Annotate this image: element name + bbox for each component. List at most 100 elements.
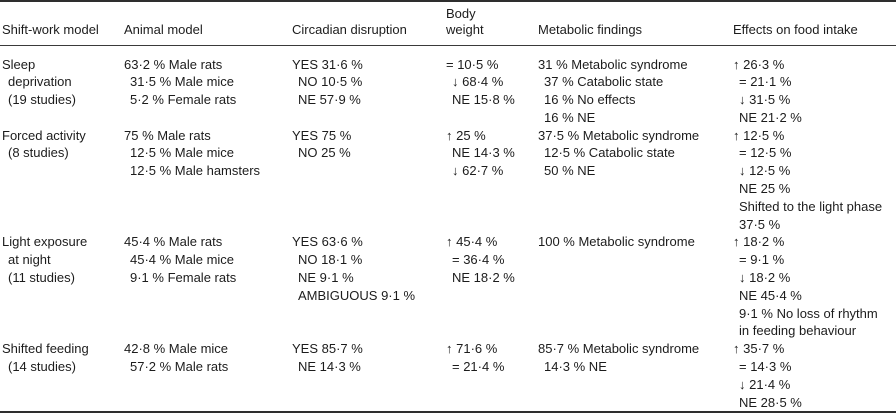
- cell-line: (8 studies): [8, 145, 69, 161]
- cell-line: deprivation: [8, 74, 72, 90]
- cell-line: Shifted feeding: [2, 341, 89, 357]
- col-header-label: Body: [446, 5, 476, 21]
- cell-line: NE 25 %: [739, 181, 791, 197]
- cell-line: NO 10·5 %: [298, 74, 363, 90]
- cell-line: = 21·1 %: [739, 74, 792, 90]
- col-header-effects-on-food-intake: Effects on food intake: [731, 1, 896, 46]
- cell-line: = 12·5 %: [739, 145, 792, 161]
- cell-line: 45·4 % Male mice: [130, 252, 235, 268]
- cell-line: 63·2 % Male rats: [124, 56, 223, 72]
- cell-line: = 10·5 %: [446, 56, 499, 72]
- cell-line: Sleep: [2, 56, 36, 72]
- col-header-label: Metabolic findings: [538, 21, 643, 37]
- cell-line: YES 31·6 %: [292, 56, 363, 72]
- cell-circadian-disruption: YES 63·6 % NO 18·1 % NE 9·1 % AMBIGUOUS 9·1…: [290, 233, 444, 340]
- table-row: Shifted feeding (14 studies) 42·8 % Male m…: [0, 340, 896, 412]
- cell-animal-model: 45·4 % Male rats 45·4 % Male mice 9·1 % Fe…: [122, 233, 290, 340]
- cell-animal-model: 63·2 % Male rats 31·5 % Male mice 5·2 % Fe…: [122, 45, 290, 127]
- cell-animal-model: 75 % Male rats 12·5 % Male mice 12·5 % Mal…: [122, 127, 290, 234]
- cell-effects-on-food-intake: ↑ 35·7 % = 14·3 % ↓ 21·4 % NE 28·5 %: [731, 340, 896, 412]
- cell-line: NE 28·5 %: [739, 394, 802, 410]
- cell-body-weight: ↑ 71·6 % = 21·4 %: [444, 340, 536, 412]
- cell-line: 9·1 % No loss of rhythm: [739, 305, 878, 321]
- cell-line: NO 25 %: [298, 145, 351, 161]
- col-header-metabolic-findings: Metabolic findings: [536, 1, 731, 46]
- cell-line: ↑ 25 %: [446, 127, 486, 143]
- cell-line: 45·4 % Male rats: [124, 234, 223, 250]
- cell-line: YES 85·7 %: [292, 341, 363, 357]
- cell-line: 14·3 % NE: [544, 359, 607, 375]
- cell-line: ↓ 18·2 %: [739, 270, 791, 286]
- cell-line: 50 % NE: [544, 163, 596, 179]
- cell-line: ↑ 26·3 %: [733, 56, 785, 72]
- cell-line: 16 % No effects: [544, 92, 636, 108]
- cell-line: 37 % Catabolic state: [544, 74, 664, 90]
- cell-line: at night: [8, 252, 51, 268]
- cell-body-weight: ↑ 25 % NE 14·3 % ↓ 62·7 %: [444, 127, 536, 234]
- cell-metabolic-findings: 100 % Metabolic syndrome: [536, 233, 731, 340]
- col-header-label: Animal model: [124, 21, 203, 37]
- cell-line: 16 % NE: [544, 109, 596, 125]
- cell-circadian-disruption: YES 31·6 % NO 10·5 % NE 57·9 %: [290, 45, 444, 127]
- cell-line: NE 21·2 %: [739, 109, 802, 125]
- cell-line: Shifted to the light phase: [739, 198, 883, 214]
- cell-line: NE 9·1 %: [298, 270, 354, 286]
- cell-line: 42·8 % Male mice: [124, 341, 229, 357]
- cell-animal-model: 42·8 % Male mice 57·2 % Male rats: [122, 340, 290, 412]
- cell-body-weight: = 10·5 % ↓ 68·4 % NE 15·8 %: [444, 45, 536, 127]
- cell-shift-work-model: Light exposure at night (11 studies): [0, 233, 122, 340]
- cell-line: ↑ 35·7 %: [733, 341, 785, 357]
- cell-line: 5·2 % Female rats: [130, 92, 237, 108]
- cell-line: NE 14·3 %: [452, 145, 515, 161]
- cell-effects-on-food-intake: ↑ 26·3 % = 21·1 % ↓ 31·5 % NE 21·2 %: [731, 45, 896, 127]
- cell-line: NE 18·2 %: [452, 270, 515, 286]
- cell-line: = 21·4 %: [452, 359, 505, 375]
- cell-line: 12·5 % Male hamsters: [130, 163, 261, 179]
- cell-line: 85·7 % Metabolic syndrome: [538, 341, 700, 357]
- cell-shift-work-model: Shifted feeding (14 studies): [0, 340, 122, 412]
- cell-effects-on-food-intake: ↑ 12·5 % = 12·5 % ↓ 12·5 % NE 25 % Shifted t…: [731, 127, 896, 234]
- cell-shift-work-model: Sleep deprivation (19 studies): [0, 45, 122, 127]
- cell-line: ↓ 62·7 %: [452, 163, 504, 179]
- cell-line: = 9·1 %: [739, 252, 785, 268]
- col-header-label: Circadian disruption: [292, 21, 407, 37]
- cell-line: in feeding behaviour: [739, 323, 857, 339]
- cell-line: 37·5 % Metabolic syndrome: [538, 127, 700, 143]
- cell-line: = 36·4 %: [452, 252, 505, 268]
- cell-line: = 14·3 %: [739, 359, 792, 375]
- cell-body-weight: ↑ 45·4 % = 36·4 % NE 18·2 %: [444, 233, 536, 340]
- cell-shift-work-model: Forced activity (8 studies): [0, 127, 122, 234]
- col-header-label: Effects on food intake: [733, 21, 858, 37]
- col-header-body-weight: Body weight: [444, 1, 536, 46]
- cell-line: ↓ 31·5 %: [739, 92, 791, 108]
- cell-line: (14 studies): [8, 359, 76, 375]
- cell-line: NE 14·3 %: [298, 359, 361, 375]
- cell-line: YES 63·6 %: [292, 234, 363, 250]
- cell-line: Forced activity: [2, 127, 86, 143]
- cell-line: ↑ 45·4 %: [446, 234, 498, 250]
- cell-line: 75 % Male rats: [124, 127, 211, 143]
- cell-circadian-disruption: YES 85·7 % NE 14·3 %: [290, 340, 444, 412]
- cell-line: 31 % Metabolic syndrome: [538, 56, 688, 72]
- table-row: Sleep deprivation (19 studies) 63·2 % Male …: [0, 45, 896, 127]
- cell-effects-on-food-intake: ↑ 18·2 % = 9·1 % ↓ 18·2 % NE 45·4 % 9·1 % No…: [731, 233, 896, 340]
- cell-line: 37·5 %: [739, 216, 781, 232]
- cell-line: 12·5 % Male mice: [130, 145, 235, 161]
- cell-line: 57·2 % Male rats: [130, 359, 229, 375]
- cell-line: NE 45·4 %: [739, 287, 802, 303]
- col-header-shift-work-model: Shift-work model: [0, 1, 122, 46]
- cell-line: (19 studies): [8, 92, 76, 108]
- table-row: Light exposure at night (11 studies) 45·4 %…: [0, 233, 896, 340]
- cell-line: 9·1 % Female rats: [130, 270, 237, 286]
- cell-line: ↑ 18·2 %: [733, 234, 785, 250]
- cell-line: ↑ 12·5 %: [733, 127, 785, 143]
- cell-line: NE 57·9 %: [298, 92, 361, 108]
- cell-line: NO 18·1 %: [298, 252, 363, 268]
- table-row: Forced activity (8 studies) 75 % Male rats…: [0, 127, 896, 234]
- cell-metabolic-findings: 85·7 % Metabolic syndrome 14·3 % NE: [536, 340, 731, 412]
- cell-line: ↑ 71·6 %: [446, 341, 498, 357]
- cell-line: ↓ 12·5 %: [739, 163, 791, 179]
- cell-line: NE 15·8 %: [452, 92, 515, 108]
